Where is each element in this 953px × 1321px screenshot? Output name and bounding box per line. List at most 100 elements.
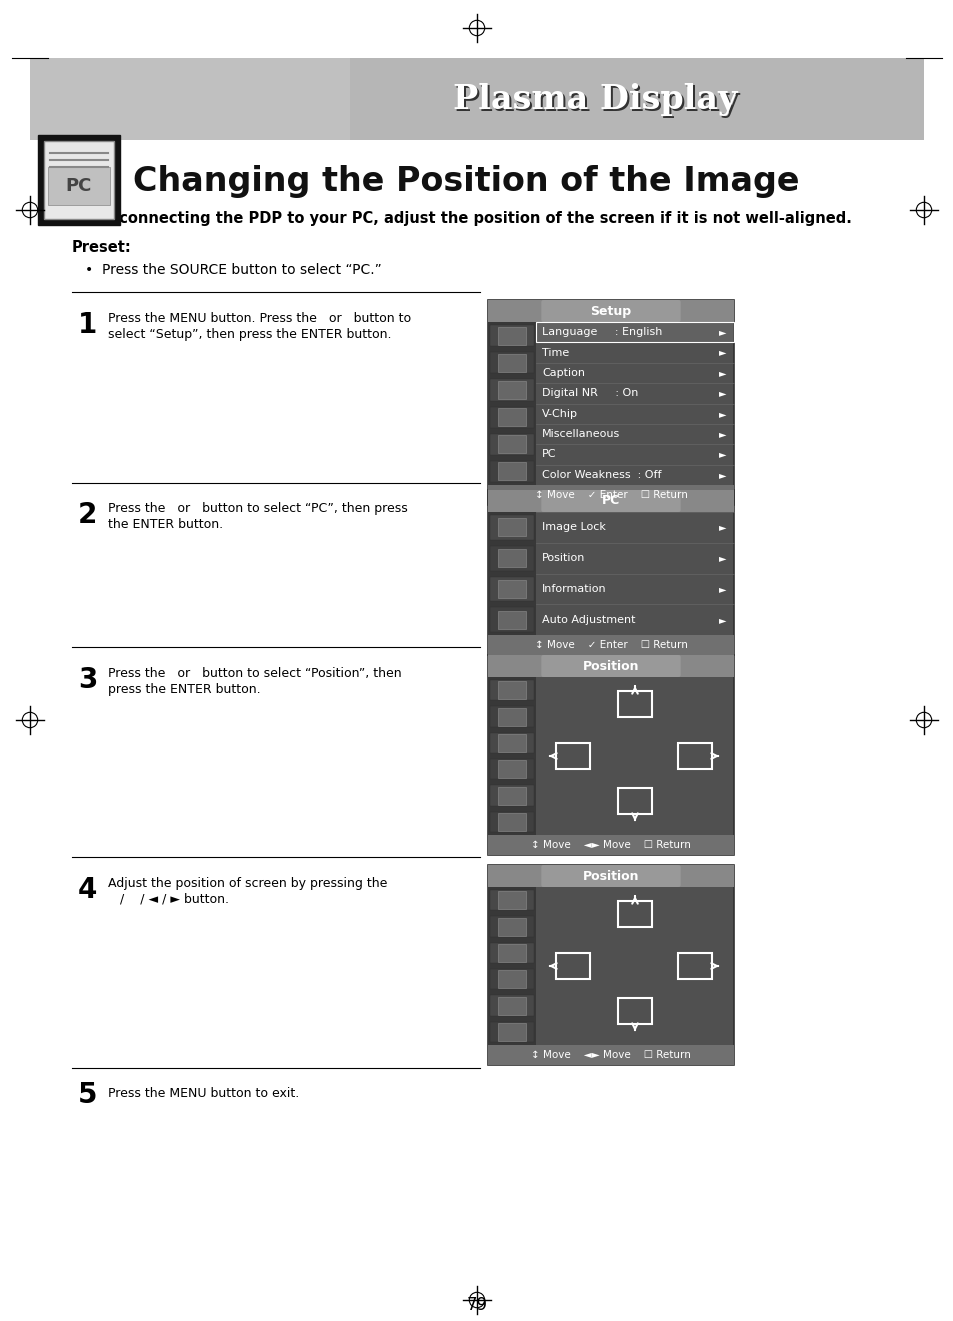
Bar: [497, 408, 525, 427]
Bar: [490, 811, 534, 832]
Bar: [490, 515, 534, 540]
Text: Plasma Display: Plasma Display: [455, 86, 739, 119]
Bar: [618, 691, 651, 717]
Bar: [490, 576, 534, 601]
Bar: [556, 742, 589, 769]
Bar: [497, 462, 525, 481]
Text: Adjust the position of screen by pressing the: Adjust the position of screen by pressin…: [108, 877, 387, 890]
Text: ►: ►: [718, 449, 725, 460]
Bar: [497, 786, 525, 804]
Bar: [497, 996, 525, 1015]
Text: Color Weakness  : Off: Color Weakness : Off: [541, 470, 660, 480]
Bar: [38, 135, 120, 225]
Text: Time: Time: [541, 347, 569, 358]
Bar: [488, 300, 733, 322]
Text: Auto Adjustment: Auto Adjustment: [541, 614, 635, 625]
Bar: [497, 970, 525, 988]
Text: V-Chip: V-Chip: [541, 408, 578, 419]
Text: ►: ►: [718, 614, 725, 625]
Bar: [490, 995, 534, 1016]
Text: ►: ►: [718, 388, 725, 399]
Text: ►: ►: [718, 328, 725, 337]
Bar: [497, 435, 525, 453]
Bar: [488, 490, 733, 513]
Bar: [488, 865, 733, 1065]
Bar: [488, 490, 733, 655]
Bar: [488, 635, 733, 655]
Text: Press the MENU button. Press the   or   button to: Press the MENU button. Press the or butt…: [108, 312, 411, 325]
Bar: [497, 812, 525, 831]
Bar: [497, 708, 525, 725]
Text: Press the MENU button to exit.: Press the MENU button to exit.: [108, 1087, 299, 1100]
Text: 1: 1: [78, 310, 97, 339]
Bar: [490, 407, 534, 428]
Bar: [488, 1045, 733, 1065]
Text: Press the   or   button to select “Position”, then: Press the or button to select “Position”…: [108, 667, 401, 680]
Text: ↕ Move    ◄► Move    ☐ Return: ↕ Move ◄► Move ☐ Return: [531, 840, 690, 849]
Bar: [490, 353, 534, 374]
Text: Position: Position: [541, 553, 585, 563]
FancyBboxPatch shape: [540, 655, 679, 676]
Text: ►: ►: [718, 347, 725, 358]
Text: ►: ►: [718, 584, 725, 594]
Text: PC: PC: [601, 494, 619, 507]
Bar: [490, 608, 534, 631]
Bar: [497, 760, 525, 778]
Text: 79: 79: [466, 1296, 487, 1314]
Bar: [497, 918, 525, 935]
Bar: [350, 58, 923, 140]
Text: ►: ►: [718, 553, 725, 563]
Bar: [497, 682, 525, 699]
FancyBboxPatch shape: [540, 300, 679, 322]
Bar: [490, 1021, 534, 1042]
Bar: [490, 433, 534, 454]
Bar: [488, 322, 536, 505]
Text: Information: Information: [541, 584, 606, 594]
Text: the ENTER button.: the ENTER button.: [108, 518, 223, 531]
Text: ►: ►: [718, 408, 725, 419]
Text: select “Setup”, then press the ENTER button.: select “Setup”, then press the ENTER but…: [108, 328, 391, 341]
Bar: [497, 380, 525, 399]
Bar: [497, 1022, 525, 1041]
Text: Miscellaneous: Miscellaneous: [541, 429, 619, 439]
Text: 5: 5: [78, 1081, 97, 1110]
Bar: [490, 325, 534, 346]
Bar: [490, 970, 534, 989]
Text: PC: PC: [541, 449, 556, 460]
Bar: [490, 917, 534, 937]
Bar: [488, 513, 536, 655]
Bar: [30, 140, 923, 221]
Bar: [497, 892, 525, 909]
FancyBboxPatch shape: [540, 490, 679, 513]
Bar: [497, 610, 525, 629]
Bar: [556, 952, 589, 979]
Text: Preset:: Preset:: [71, 240, 132, 255]
Bar: [618, 789, 651, 814]
Bar: [490, 943, 534, 963]
Bar: [497, 580, 525, 598]
Text: ↕ Move    ◄► Move    ☐ Return: ↕ Move ◄► Move ☐ Return: [531, 1050, 690, 1059]
Text: ►: ►: [718, 429, 725, 439]
Text: Position: Position: [582, 659, 639, 672]
Bar: [536, 322, 733, 342]
Text: Plasma Display: Plasma Display: [453, 83, 737, 116]
Bar: [678, 952, 711, 979]
Bar: [490, 733, 534, 753]
Bar: [490, 680, 534, 700]
Bar: [497, 550, 525, 567]
Text: /    / ◄ / ► button.: / / ◄ / ► button.: [108, 893, 229, 906]
Text: ►: ►: [718, 522, 725, 532]
Bar: [490, 546, 534, 571]
Bar: [488, 655, 733, 855]
Bar: [536, 322, 733, 342]
Text: Language     : English: Language : English: [541, 328, 661, 337]
Text: press the ENTER button.: press the ENTER button.: [108, 683, 260, 696]
Text: 4: 4: [78, 876, 97, 904]
Bar: [30, 58, 923, 140]
Text: ↕ Move    ✓ Enter    ☐ Return: ↕ Move ✓ Enter ☐ Return: [534, 490, 687, 501]
Bar: [490, 379, 534, 400]
Bar: [497, 943, 525, 962]
Bar: [488, 300, 733, 505]
Bar: [678, 742, 711, 769]
Bar: [490, 461, 534, 482]
